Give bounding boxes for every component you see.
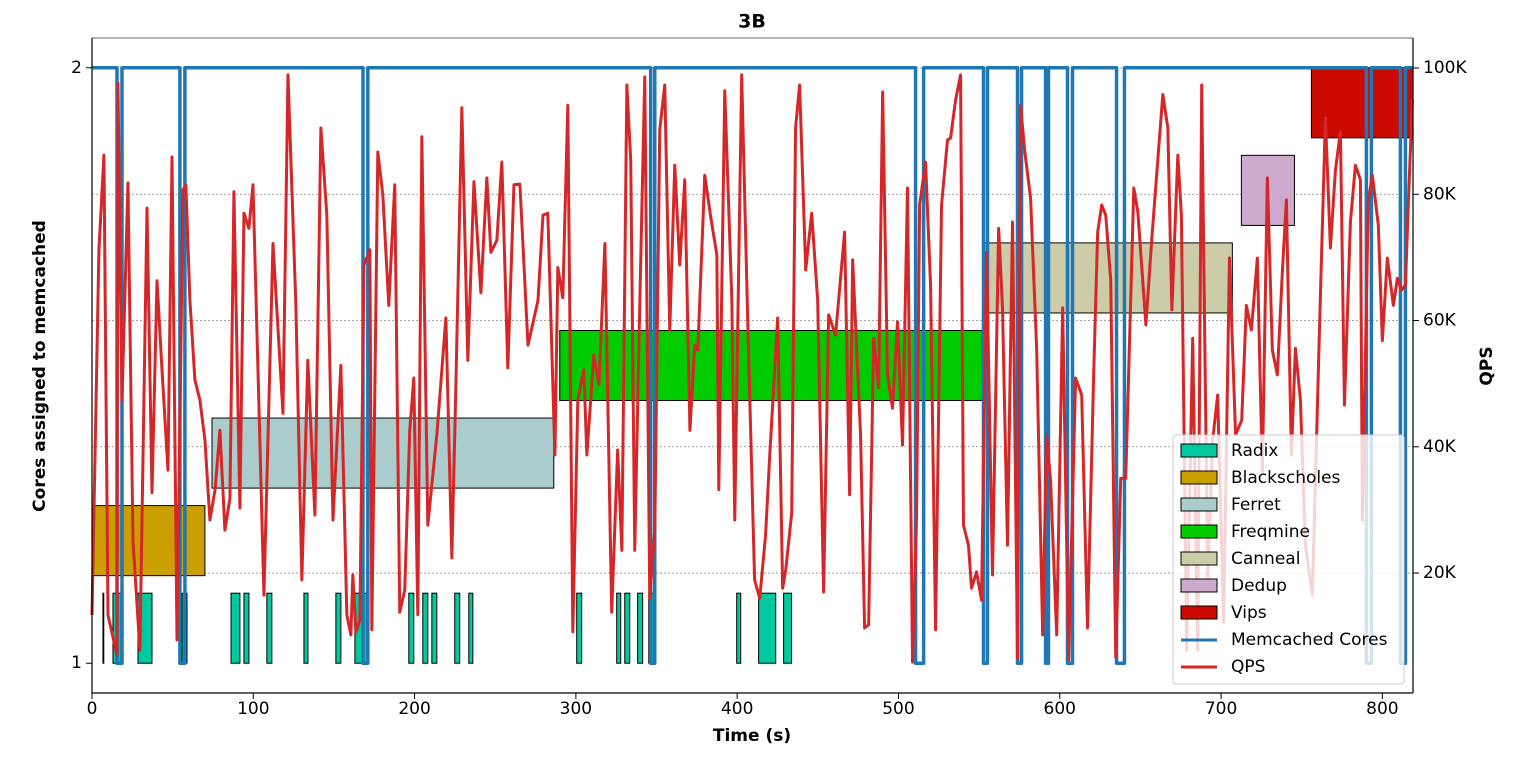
job-bar [736, 592, 742, 664]
legend-swatch [1180, 497, 1218, 512]
job-bar [576, 592, 583, 664]
job-bar [408, 592, 415, 664]
legend-label: Memcached Cores [1231, 630, 1388, 650]
legend-swatch [1180, 551, 1218, 566]
job-bar [431, 592, 438, 664]
y2-tick-label: 40K [1423, 437, 1457, 457]
job-bar [211, 417, 555, 489]
job-bar [468, 592, 474, 664]
legend-label: Ferret [1231, 495, 1281, 515]
job-bar [637, 592, 644, 664]
x-tick-label: 0 [87, 699, 98, 719]
y2-axis-label: QPS [1477, 346, 1497, 385]
legend-swatch [1180, 524, 1218, 539]
y2-tick-label: 80K [1423, 184, 1457, 204]
job-bar [230, 592, 241, 664]
legend-label: Blackscholes [1231, 468, 1341, 488]
legend-swatch [1180, 605, 1218, 620]
job-bar [335, 592, 342, 664]
job-bar [616, 592, 622, 664]
job-bar [758, 592, 777, 664]
job-bar [559, 329, 983, 402]
job-bar [266, 592, 273, 664]
x-tick-label: 600 [1044, 699, 1076, 719]
y-axis-label: Cores assigned to memcached [30, 220, 50, 512]
x-tick-label: 500 [882, 699, 914, 719]
legend-swatch [1180, 578, 1218, 593]
y-tick-label: 2 [71, 58, 82, 78]
y2-tick-label: 60K [1423, 311, 1457, 331]
x-tick-label: 100 [237, 699, 269, 719]
y-tick-label: 1 [71, 653, 82, 673]
job-bar [303, 592, 309, 664]
legend-label: Vips [1231, 603, 1267, 623]
x-axis-label: Time (s) [713, 726, 791, 746]
job-bar [454, 592, 461, 664]
y2-tick-label: 20K [1423, 563, 1457, 583]
legend-label: Dedup [1231, 576, 1287, 596]
series-line [90, 73, 1414, 664]
legend-label: QPS [1231, 657, 1265, 677]
legend-box [1172, 434, 1405, 685]
x-tick-label: 300 [560, 699, 592, 719]
job-bar [783, 592, 793, 664]
job-bar [243, 592, 250, 664]
legend-label: Radix [1231, 441, 1278, 461]
legend-label: Canneal [1231, 549, 1300, 569]
x-tick-label: 800 [1366, 699, 1398, 719]
legend-label: Freqmine [1231, 522, 1310, 542]
chart-title: 3B [738, 11, 766, 33]
legend-swatch [1180, 470, 1218, 485]
series-line [92, 66, 1413, 665]
job-bar [1310, 67, 1414, 139]
x-tick-label: 700 [1205, 699, 1237, 719]
job-bar [624, 592, 631, 664]
x-tick-label: 200 [398, 699, 430, 719]
y2-tick-label: 100K [1423, 58, 1467, 78]
x-tick-label: 400 [721, 699, 753, 719]
legend-swatch [1180, 443, 1218, 458]
job-bar [422, 592, 429, 664]
job-bar [102, 592, 105, 664]
